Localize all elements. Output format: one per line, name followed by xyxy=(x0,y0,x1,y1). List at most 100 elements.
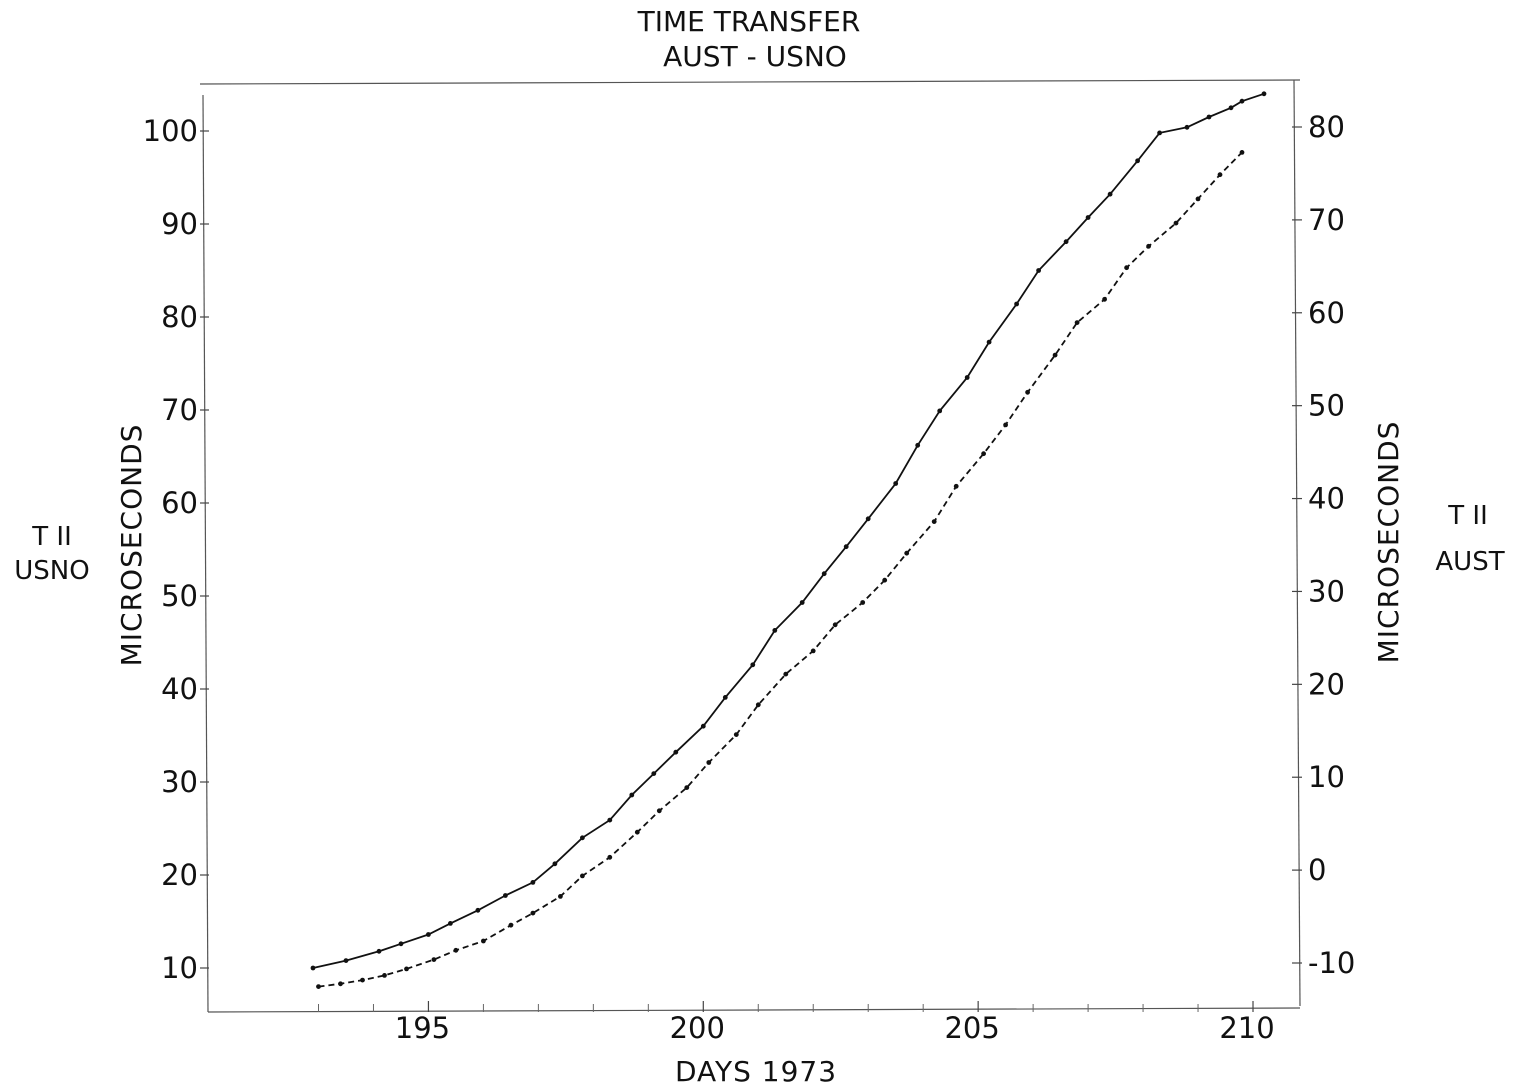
solid-series-point xyxy=(651,771,657,776)
left-y-axis-title: MICROSECONDS xyxy=(115,424,148,667)
solid-series-point xyxy=(700,723,706,729)
solid-series-point xyxy=(1014,301,1019,307)
right-axis: -10 0 10 20 30 40 50 60 70 80 xyxy=(1292,110,1355,980)
solid-series-point xyxy=(986,339,992,345)
dashed-series-point xyxy=(1195,196,1201,202)
series-layer xyxy=(310,91,1267,989)
dashed-series-point xyxy=(1124,265,1129,271)
right-tick-label: 30 xyxy=(1308,574,1345,608)
frame-left xyxy=(202,94,209,1013)
dashed-series-point xyxy=(1217,172,1223,178)
x-tick-label: 200 xyxy=(670,1011,725,1045)
right-tick-label: 80 xyxy=(1308,110,1345,144)
dashed-series-point xyxy=(981,451,986,457)
left-tick-label: 70 xyxy=(161,393,198,427)
dashed-series-point xyxy=(931,519,937,524)
left-tick-label: 20 xyxy=(161,858,198,892)
right-tick-label: 20 xyxy=(1308,667,1345,701)
solid-series-point xyxy=(799,600,805,605)
dashed-series-point xyxy=(1074,320,1080,325)
dashed-series-point xyxy=(404,966,409,972)
chart-title: TIME TRANSFER xyxy=(637,5,861,38)
frame-bottom xyxy=(207,1007,1301,1013)
solid-series-point xyxy=(915,442,921,448)
dashed-series-point xyxy=(634,829,640,835)
solid-series-point xyxy=(343,958,349,963)
dashed-series-point xyxy=(508,922,514,928)
solid-series-point xyxy=(772,628,778,633)
dashed-series-point xyxy=(860,600,866,605)
dashed-series-point xyxy=(530,910,536,916)
dashed-series-point xyxy=(810,648,816,654)
dashed-series-point xyxy=(733,732,739,737)
dashed-series-point xyxy=(1102,296,1107,302)
solid-series-point xyxy=(398,941,404,947)
solid-series-point xyxy=(865,516,871,522)
solid-series-point xyxy=(1206,114,1212,120)
solid-series-point xyxy=(475,907,481,913)
solid-series-point xyxy=(607,817,613,823)
right-tick-label: -10 xyxy=(1308,946,1355,980)
dashed-series-point xyxy=(1146,243,1151,249)
x-tick-label: 205 xyxy=(944,1011,999,1045)
solid-series-point xyxy=(843,544,849,550)
solid-series-point xyxy=(580,835,585,841)
solid-series-point xyxy=(310,965,316,971)
dashed-series-point xyxy=(882,577,888,583)
x-tick-label: 195 xyxy=(395,1011,450,1045)
left-tick-label: 40 xyxy=(161,672,198,706)
chart-subtitle: AUST - USNO xyxy=(663,40,847,73)
right-tick-label: 40 xyxy=(1308,482,1345,516)
left-side-label-line1: T II xyxy=(31,522,71,552)
dashed-series-point xyxy=(706,760,712,765)
left-axis: 10 20 30 40 50 60 70 80 90 100 xyxy=(143,114,209,985)
right-tick-label: 50 xyxy=(1308,389,1345,423)
dashed-series-point xyxy=(580,873,585,879)
solid-series-point xyxy=(722,695,728,700)
solid-series-point xyxy=(1135,158,1140,164)
dashed-series-point xyxy=(755,702,761,708)
solid-series-point xyxy=(964,375,970,380)
x-axis: 195 200 205 210 xyxy=(317,1001,1275,1045)
dashed-series-point xyxy=(382,973,387,978)
left-tick-label: 60 xyxy=(161,486,198,520)
dashed-series-point xyxy=(481,938,486,944)
solid-series-point xyxy=(673,749,679,755)
left-tick-label: 10 xyxy=(161,951,198,985)
solid-series-point xyxy=(893,481,899,486)
dashed-series-point xyxy=(453,947,459,953)
dashed-series-point xyxy=(558,894,563,899)
dashed-series-point xyxy=(607,854,613,860)
dashed-series-point xyxy=(656,808,662,814)
solid-series-point xyxy=(426,932,431,937)
right-side-label-line1: T II xyxy=(1447,501,1487,531)
frame-right xyxy=(1293,79,1301,1007)
solid-series-point xyxy=(1085,215,1091,220)
solid-series-point xyxy=(503,893,508,898)
solid-series-point xyxy=(821,571,827,577)
dashed-series-point xyxy=(360,977,365,983)
dashed-series-line xyxy=(318,151,1243,988)
dashed-series-point xyxy=(684,785,690,790)
dashed-series-point xyxy=(783,671,789,677)
left-tick-label: 30 xyxy=(161,765,198,799)
dashed-series-point xyxy=(431,957,437,962)
solid-series-point xyxy=(750,662,756,668)
solid-series-point xyxy=(629,792,635,798)
left-side-label-line2: USNO xyxy=(14,556,89,586)
left-tick-label: 100 xyxy=(143,114,198,148)
solid-series-point xyxy=(1036,268,1041,273)
solid-series-point xyxy=(937,408,943,414)
solid-series-point xyxy=(1063,239,1069,245)
right-tick-label: 60 xyxy=(1308,296,1345,330)
dashed-series-point xyxy=(338,981,343,987)
right-tick-label: 10 xyxy=(1308,760,1345,794)
solid-series-point xyxy=(1261,91,1267,97)
solid-series-point xyxy=(376,948,382,954)
left-tick-label: 80 xyxy=(161,300,198,334)
solid-series-point xyxy=(448,921,453,926)
left-tick-label: 90 xyxy=(161,207,198,241)
dashed-series-point xyxy=(316,984,321,989)
dashed-series-point xyxy=(1025,389,1030,395)
